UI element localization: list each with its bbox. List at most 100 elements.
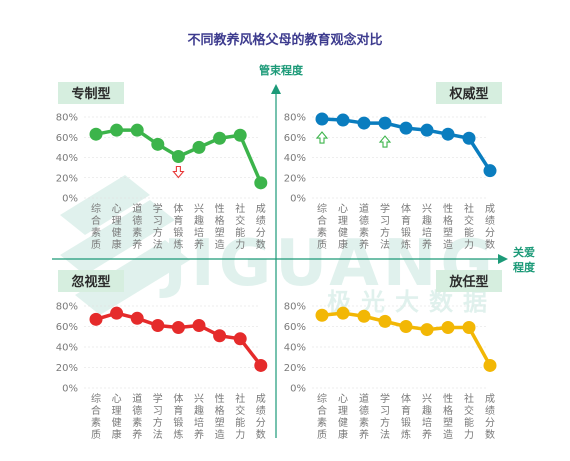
y-tick-label: 80% (284, 302, 306, 313)
x-tick-label: 体育锻炼 (401, 203, 411, 251)
panel-title-badge (436, 82, 502, 104)
data-point (151, 137, 165, 151)
x-tick-label: 道德素养 (359, 202, 369, 251)
x-tick-label: 兴趣培养 (422, 203, 432, 251)
data-point (171, 149, 185, 163)
data-point (192, 318, 206, 332)
x-tick-label: 社交能力 (235, 202, 245, 251)
data-point (130, 123, 144, 137)
data-point (213, 131, 227, 145)
x-tick-label: 兴趣培养 (194, 203, 204, 251)
data-point (378, 314, 392, 328)
y-tick-label: 80% (284, 113, 306, 124)
data-point (213, 329, 227, 343)
y-tick-label: 60% (284, 133, 306, 144)
panel-bottom-right: 放任型 0% 20% 40% 60% 80% 综合素质 心理健康 道德素养 学习方法 体育锻炼 兴趣培… (284, 270, 502, 441)
y-tick-label: 20% (56, 363, 78, 374)
data-point (357, 116, 371, 130)
data-point (233, 332, 247, 346)
x-tick-label: 综合素质 (91, 392, 101, 441)
data-point (420, 323, 434, 337)
x-tick-label: 兴趣培养 (194, 393, 204, 441)
x-tick-label: 综合素质 (317, 202, 327, 251)
horizontal-axis-label: 关爱 (513, 245, 535, 259)
panel-title: 专制型 (71, 86, 110, 102)
data-point (171, 321, 185, 335)
y-tick-label: 60% (56, 133, 78, 144)
y-tick-label: 80% (56, 302, 78, 313)
x-tick-label: 成绩分数 (485, 203, 495, 251)
y-tick-label: 40% (56, 343, 78, 354)
panel-title-badge (58, 82, 124, 104)
data-point (110, 306, 124, 320)
panel-title-badge (436, 270, 502, 292)
x-tick-label: 道德素养 (132, 202, 142, 251)
data-point (151, 318, 165, 332)
data-point (336, 113, 350, 127)
data-point (483, 164, 497, 178)
data-point (441, 321, 455, 335)
x-tick-label: 性格塑造 (443, 202, 453, 251)
data-point (441, 127, 455, 141)
y-tick-label: 20% (284, 363, 306, 374)
x-tick-label: 学习方法 (153, 392, 163, 441)
x-tick-label: 性格塑造 (443, 392, 453, 441)
x-tick-label: 心理健康 (112, 203, 122, 251)
x-tick-label: 兴趣培养 (422, 393, 432, 441)
panel-top-right: 权威型 0% 20% 40% 60% 80% 综合素质 心理健康 道德素养 学习方法 体育锻炼 兴趣培… (284, 82, 502, 251)
watermark-logo-stroke (60, 200, 175, 275)
x-tick-label: 成绩分数 (485, 393, 495, 441)
y-tick-label: 80% (56, 113, 78, 124)
data-point (399, 121, 413, 135)
y-tick-label: 40% (284, 343, 306, 354)
data-point (254, 358, 268, 372)
x-tick-label: 体育锻炼 (173, 203, 183, 251)
y-tick-label: 40% (56, 153, 78, 164)
horizontal-axis-label: 程度 (513, 260, 536, 274)
x-tick-label: 学习方法 (380, 392, 390, 441)
x-tick-label: 成绩分数 (256, 203, 266, 251)
panel-title: 忽视型 (71, 274, 110, 290)
x-tick-label: 体育锻炼 (173, 393, 183, 441)
y-tick-label: 20% (284, 173, 306, 184)
data-point (462, 321, 476, 335)
x-tick-label: 学习方法 (380, 202, 390, 251)
y-tick-label: 60% (284, 322, 306, 333)
data-point (130, 311, 144, 325)
trend-arrow-down (172, 165, 185, 179)
x-tick-label: 道德素养 (132, 392, 142, 441)
trend-arrow-up (378, 135, 392, 148)
data-point (483, 358, 497, 372)
data-point (254, 176, 268, 190)
x-tick-label: 心理健康 (112, 393, 122, 441)
data-point (399, 320, 413, 333)
x-tick-label: 成绩分数 (256, 393, 266, 441)
x-tick-label: 学习方法 (153, 202, 163, 251)
x-tick-label: 心理健康 (338, 203, 348, 251)
data-point (420, 123, 434, 137)
vertical-axis-arrow (271, 84, 281, 94)
y-tick-label: 0% (290, 194, 306, 205)
chart-title: 不同教养风格父母的教育观念对比 (187, 32, 382, 48)
panel-title: 放任型 (448, 274, 488, 290)
x-tick-label: 综合素质 (317, 392, 327, 441)
x-tick-label: 心理健康 (338, 393, 348, 441)
data-point (378, 116, 392, 130)
y-tick-label: 0% (290, 384, 306, 395)
x-tick-label: 社交能力 (464, 202, 474, 251)
x-tick-label: 体育锻炼 (401, 393, 411, 441)
data-point (89, 312, 103, 326)
data-point (233, 128, 247, 142)
y-tick-label: 0% (62, 384, 78, 395)
vertical-axis-label: 管束程度 (259, 63, 304, 77)
x-tick-label: 性格塑造 (215, 202, 225, 251)
x-tick-label: 社交能力 (464, 392, 474, 441)
data-point (315, 308, 329, 322)
y-tick-label: 0% (62, 194, 78, 205)
watermark-logo-stroke (60, 175, 150, 235)
x-tick-label: 综合素质 (91, 202, 101, 251)
data-point (315, 112, 329, 126)
watermark-chinese: 极光大数据 (327, 288, 497, 316)
